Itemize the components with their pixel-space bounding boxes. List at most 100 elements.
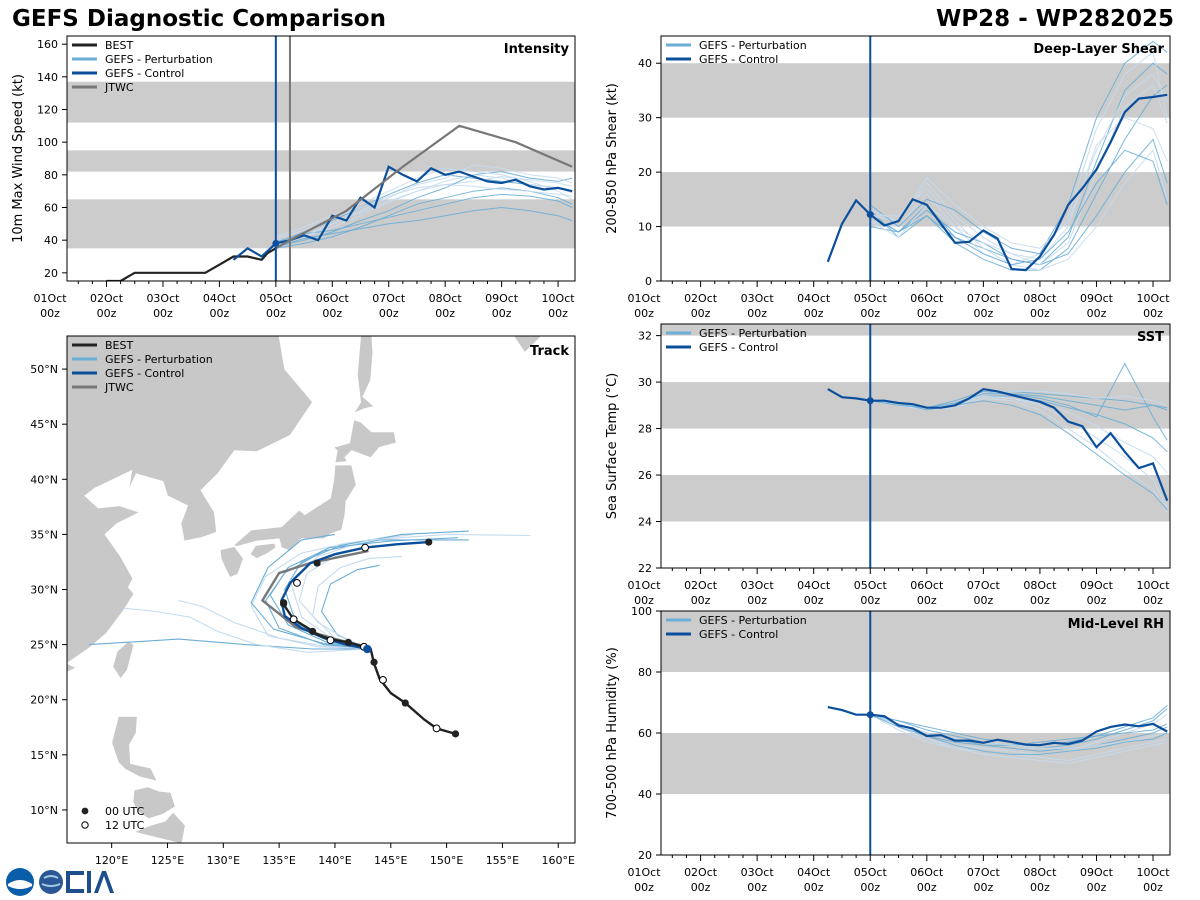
legend-12utc-label: 12 UTC: [105, 819, 145, 832]
x-tick-label-day: 10Oct: [1137, 292, 1171, 305]
x-tick-label-day: 03Oct: [741, 866, 775, 879]
logo-letter-c: [66, 871, 84, 893]
y-tick-label: 80: [44, 169, 58, 182]
x-tick-label-hour: 00z: [860, 881, 880, 894]
y-tick-label: 160: [37, 38, 58, 51]
control-12utc-marker: [293, 578, 301, 587]
current-position-marker: [363, 644, 372, 654]
x-tick-label-day: 07Oct: [967, 292, 1001, 305]
land-asia-mainland: [67, 336, 314, 664]
best-00utc-marker: [451, 730, 460, 738]
best-00utc-marker: [309, 627, 317, 635]
land-luzon: [111, 715, 159, 782]
x-tick-label-day: 07Oct: [967, 579, 1001, 592]
x-tick-label-day: 05Oct: [854, 866, 888, 879]
lat-tick-label: 35°N: [30, 528, 58, 541]
lat-tick-label: 50°N: [30, 363, 58, 376]
x-tick-label-hour: 00z: [917, 307, 937, 320]
legend-label: GEFS - Perturbation: [699, 614, 807, 627]
panel-rh: 20 40 60 80 100 01Oct 00z 02Oct 00z 03Oct 00z 04Oct…: [605, 605, 1171, 894]
best-12utc-marker: [289, 615, 298, 624]
x-tick-label-hour: 00z: [1030, 307, 1050, 320]
x-tick-label-day: 01Oct: [628, 292, 662, 305]
noaa-gull-icon: [8, 880, 32, 889]
lon-tick-label: 120°E: [95, 854, 128, 867]
bands: [661, 63, 1170, 227]
y-tick-label: 40: [638, 57, 652, 70]
globe-icon: [39, 870, 63, 894]
lat-tick-label: 20°N: [30, 694, 58, 707]
panel-title: Track: [530, 344, 569, 359]
y-tick-label: 20: [638, 166, 652, 179]
perturbation-line: [870, 714, 1168, 765]
x-tick-label-hour: 00z: [492, 307, 512, 320]
control-00utc-marker: [425, 538, 433, 546]
perturbation-line: [275, 167, 573, 238]
x-tick-label-day: 10Oct: [1137, 866, 1171, 879]
shaded-band: [661, 324, 1170, 336]
x-tick-label-day: 07Oct: [967, 866, 1001, 879]
x-tick-label-hour: 00z: [1087, 594, 1107, 607]
x-tick-label-day: 04Oct: [797, 292, 831, 305]
legend-label: BEST: [105, 39, 133, 52]
legend-12utc-marker: [81, 821, 89, 829]
y-tick-label: 40: [44, 234, 58, 247]
cira-noaa-logo: [6, 868, 114, 896]
control-analysis-dot: [866, 711, 874, 719]
control-12utc-marker: [361, 543, 370, 552]
legend-label: GEFS - Perturbation: [105, 53, 213, 66]
x-tick-label-day: 03Oct: [741, 292, 775, 305]
perturbation-line: [275, 171, 573, 248]
y-tick-label: 40: [638, 788, 652, 801]
shaded-band: [661, 611, 1170, 672]
legend-label: GEFS - Control: [105, 67, 184, 80]
legend-label: GEFS - Perturbation: [699, 39, 807, 52]
x-tick-label-day: 03Oct: [741, 579, 775, 592]
land-japan-honshu: [232, 464, 357, 552]
legend-label: JTWC: [104, 381, 134, 394]
y-tick-label: 30: [638, 112, 652, 125]
perturbation-line: [870, 400, 1168, 511]
series-line-best: [106, 247, 277, 281]
bands: [67, 81, 575, 249]
x-tick-label-hour: 00z: [266, 307, 286, 320]
y-tick-label: 0: [645, 275, 652, 288]
lat-tick-label: 15°N: [30, 749, 58, 762]
x-tick-label-day: 08Oct: [429, 292, 463, 305]
x-tick-label-hour: 00z: [1087, 881, 1107, 894]
panel-intensity: 20 40 60 80 100 120 140 160 01Oct 00z 02Oct 00z 03Oc…: [11, 35, 576, 320]
panel-title: Intensity: [504, 42, 570, 57]
shaded-band: [661, 475, 1170, 522]
land-japan-kyushu: [219, 546, 244, 578]
perturbation-track: [250, 533, 414, 650]
x-tick-label-hour: 00z: [860, 307, 880, 320]
x-tick-label-hour: 00z: [1030, 881, 1050, 894]
perturbation-track: [250, 533, 368, 650]
panel-title: Mid-Level RH: [1068, 617, 1164, 632]
land-kamchatka-tip: [513, 336, 543, 354]
x-tick-label-hour: 00z: [860, 594, 880, 607]
x-tick-label-hour: 00z: [691, 594, 711, 607]
x-tick-label-day: 06Oct: [316, 292, 350, 305]
x-tick-label-day: 05Oct: [259, 292, 293, 305]
land-hainan-area: [67, 662, 77, 673]
best-00utc-marker: [344, 638, 352, 647]
control-00utc-marker: [313, 559, 321, 567]
x-tick-label-hour: 00z: [634, 307, 654, 320]
x-tick-label-hour: 00z: [435, 307, 455, 320]
legend-label: GEFS - Perturbation: [699, 327, 807, 340]
x-tick-label-hour: 00z: [548, 307, 568, 320]
lon-tick-label: 135°E: [262, 854, 295, 867]
legend-label: JTWC: [104, 81, 134, 94]
x-tick-label-hour: 00z: [917, 881, 937, 894]
lat-tick-label: 40°N: [30, 473, 58, 486]
y-tick-label: 60: [44, 202, 58, 215]
x-tick-label-day: 03Oct: [146, 292, 180, 305]
y-tick-label: 140: [37, 71, 58, 84]
y-tick-label: 24: [638, 516, 652, 529]
x-tick-label-hour: 00z: [804, 594, 824, 607]
logo-letter-a: [94, 871, 114, 893]
track-lines: [89, 530, 531, 738]
legend-00utc-marker: [81, 807, 89, 815]
